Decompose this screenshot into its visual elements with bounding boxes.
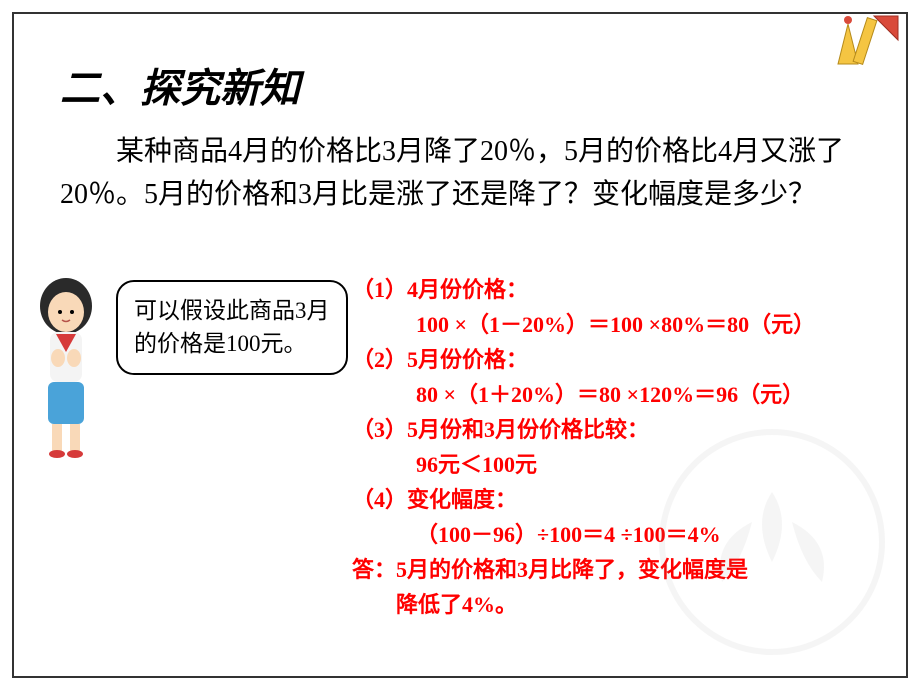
step-label: （2）5月份价格： [352,343,815,376]
step-calc: 100 ×（1－20%）＝100 ×80%＝80（元） [352,308,815,341]
step-label: （1）4月份价格： [352,273,815,306]
step-calc: 80 ×（1＋20%）＝80 ×120%＝96（元） [352,378,815,411]
assumption-bubble: 可以假设此商品3月 的价格是100元。 [116,280,348,375]
bubble-line: 可以假设此商品3月 [134,294,330,327]
section-title: 二、探究新知 [60,56,300,114]
compass-ruler-icon [830,6,902,70]
leaf-hands-watermark [652,422,892,662]
girl-student-icon [20,268,112,458]
bubble-line: 的价格是100元。 [134,327,330,360]
problem-text: 某种商品4月的价格比3月降了20％，5月的价格比4月又涨了20％。5月的价格和3… [60,130,860,217]
